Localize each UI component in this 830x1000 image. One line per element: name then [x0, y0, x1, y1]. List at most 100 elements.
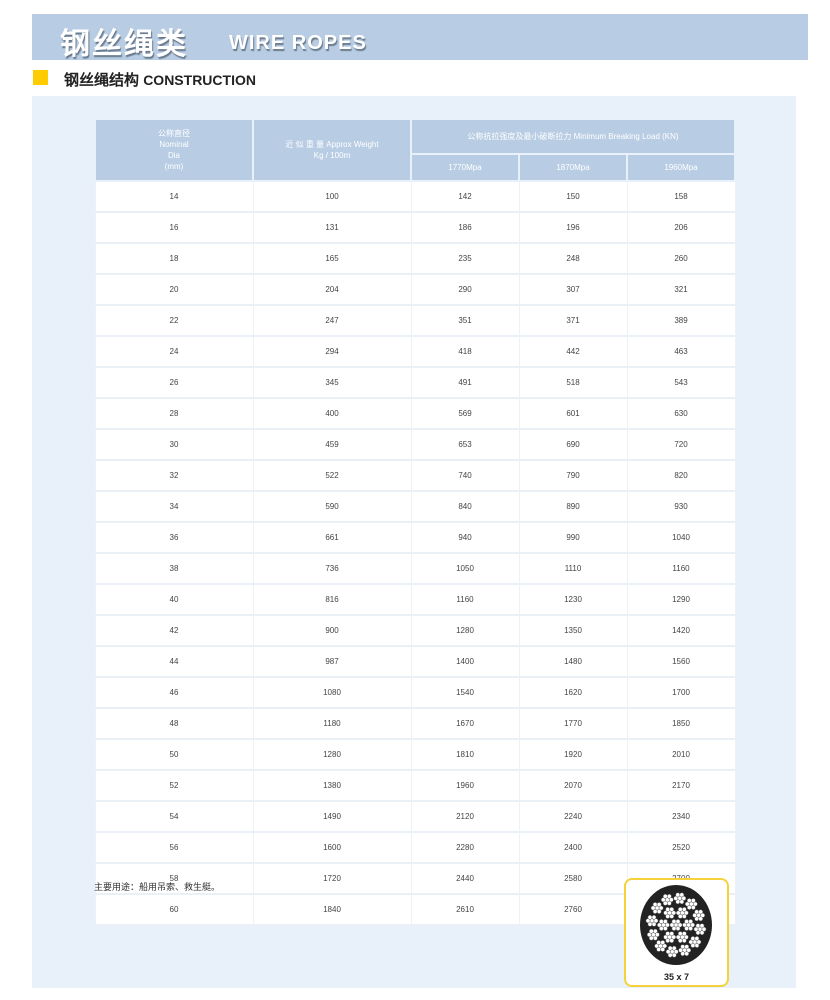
table-cell: 736 — [252, 552, 412, 585]
wire-strand — [677, 907, 683, 912]
table-cell: 1400 — [410, 645, 520, 678]
table-cell: 294 — [252, 335, 412, 368]
table-cell: 40 — [94, 583, 254, 616]
table-cell: 371 — [518, 304, 628, 337]
table-cell: 900 — [252, 614, 412, 647]
table-cell: 418 — [410, 335, 520, 368]
wire-strand — [671, 919, 677, 924]
wire-strand — [681, 895, 687, 901]
spec-table: 公称直径 Nominal Dia (mm) 近 似 重 量 Approx Wei… — [94, 118, 736, 926]
wire-strand — [677, 931, 683, 937]
wire-strand — [650, 905, 656, 911]
table-cell: 42 — [94, 614, 254, 647]
wire-strand — [690, 943, 696, 948]
table-cell: 1080 — [252, 676, 412, 709]
table-cell: 987 — [252, 645, 412, 678]
table-row: 40 816 1160 1230 1290 — [94, 583, 736, 616]
table-cell: 1840 — [252, 893, 412, 926]
wire-strand — [663, 919, 668, 924]
table-cell: 463 — [626, 335, 736, 368]
wire-strand — [695, 923, 701, 929]
wire-strand — [652, 902, 658, 907]
wire-strand — [659, 926, 664, 931]
table-cell: 1770 — [518, 707, 628, 740]
wire-strand — [684, 944, 690, 950]
table-cell: 247 — [252, 304, 412, 337]
wire-strand — [681, 931, 687, 937]
table-cell: 14 — [94, 180, 254, 213]
header-text: Dia — [167, 151, 180, 160]
table-row: 30 459 653 690 720 — [94, 428, 736, 461]
table-row: 52 1380 1960 2070 2170 — [94, 769, 736, 802]
header-grade-1770: 1770Mpa — [410, 153, 520, 182]
table-cell: 48 — [94, 707, 254, 740]
wire-strand — [701, 926, 707, 932]
table-cell: 2120 — [410, 800, 520, 833]
wire-strand — [693, 926, 699, 932]
table-cell: 389 — [626, 304, 736, 337]
wire-strand — [675, 892, 681, 898]
header-grade-1960: 1960Mpa — [626, 153, 736, 182]
table-cell: 820 — [626, 459, 736, 492]
table-cell: 60 — [94, 893, 254, 926]
table-cell: 196 — [518, 211, 628, 244]
wire-strand — [652, 928, 658, 934]
wire-strand — [669, 907, 675, 912]
table-row: 50 1280 1810 1920 2010 — [94, 738, 736, 771]
table-cell: 930 — [626, 490, 736, 523]
wire-strand — [671, 926, 677, 931]
table-cell: 790 — [518, 459, 628, 492]
wire-strand — [695, 930, 701, 936]
wire-strand — [671, 945, 677, 951]
wire-strand — [659, 919, 664, 924]
table-row: 18 165 235 248 260 — [94, 242, 736, 275]
wire-strand — [686, 898, 692, 903]
table-cell: 46 — [94, 676, 254, 709]
wire-strand — [684, 926, 689, 931]
wire-strand — [645, 918, 651, 924]
wire-strand — [680, 951, 686, 957]
wire-strand — [681, 907, 687, 912]
wire-strand — [675, 934, 681, 940]
table-row: 16 131 186 196 206 — [94, 211, 736, 244]
header-nominal-dia: 公称直径 Nominal Dia (mm) — [94, 118, 254, 182]
header-breaking-load: 公称抗拉强度及最小破断拉力 Minimum Breaking Load (KN) — [410, 118, 736, 155]
table-cell: 1490 — [252, 800, 412, 833]
table-cell: 1180 — [252, 707, 412, 740]
table-cell: 543 — [626, 366, 736, 399]
wire-strand — [648, 928, 654, 934]
wire-strand — [690, 898, 696, 903]
table-cell: 1480 — [518, 645, 628, 678]
table-cell: 351 — [410, 304, 520, 337]
table-cell: 1040 — [626, 521, 736, 554]
wire-strand — [654, 943, 660, 949]
table-cell: 1560 — [626, 645, 736, 678]
header-text: 公称直径 — [158, 129, 190, 138]
table-cell: 58 — [94, 862, 254, 895]
header-text: 近 似 重 量 Approx Weight — [285, 140, 379, 149]
wire-strand — [688, 939, 694, 945]
table-cell: 661 — [252, 521, 412, 554]
header-text: (mm) — [164, 162, 184, 171]
wire-strand — [690, 922, 695, 928]
wire-strand — [662, 900, 668, 906]
table-cell: 1230 — [518, 583, 628, 616]
wire-strand — [647, 921, 653, 927]
wire-strand — [679, 892, 685, 898]
table-row: 46 1080 1540 1620 1700 — [94, 676, 736, 709]
wire-strand — [698, 909, 704, 915]
table-cell: 16 — [94, 211, 254, 244]
wire-strand — [667, 945, 673, 951]
header-grade-1870: 1870Mpa — [518, 153, 628, 182]
figure-caption: 35 x 7 — [663, 972, 690, 982]
table-cell: 2580 — [518, 862, 628, 895]
wire-strand — [673, 895, 679, 901]
table-cell: 601 — [518, 397, 628, 430]
table-cell: 142 — [410, 180, 520, 213]
table-cell: 1540 — [410, 676, 520, 709]
table-cell: 2760 — [518, 893, 628, 926]
table-cell: 56 — [94, 831, 254, 864]
table-cell: 1670 — [410, 707, 520, 740]
wire-strand — [667, 952, 673, 958]
wire-strand — [658, 905, 664, 911]
